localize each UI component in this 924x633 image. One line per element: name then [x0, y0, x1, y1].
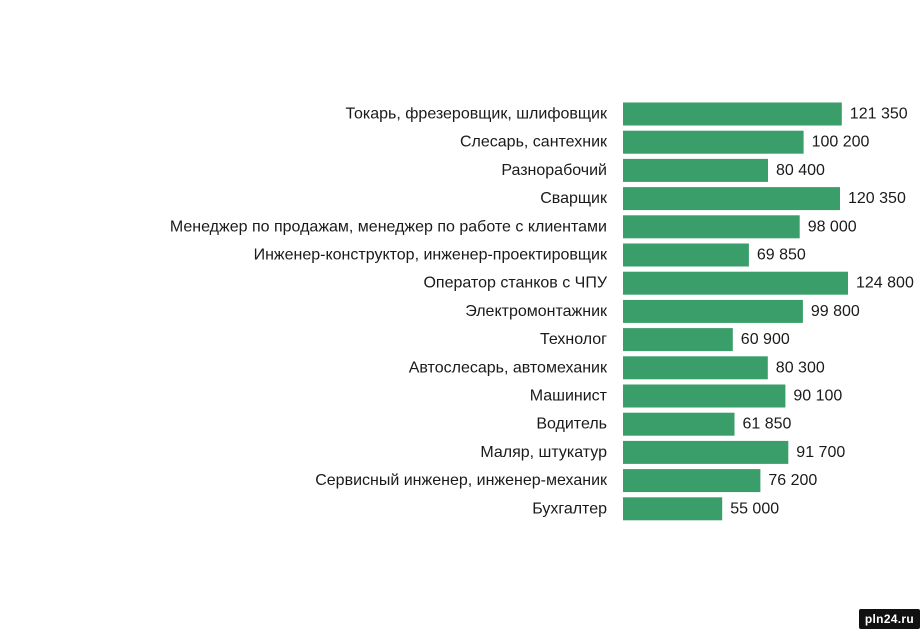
category-label: Технолог [540, 331, 607, 348]
bar [623, 440, 789, 464]
value-label: 100 200 [812, 134, 870, 151]
watermark-logo: pln24.ru [858, 609, 920, 629]
bar [623, 384, 786, 408]
category-label: Сварщик [540, 190, 608, 207]
bar [623, 158, 768, 182]
value-label: 69 850 [757, 247, 806, 264]
bar [623, 299, 803, 323]
category-label: Оператор станков с ЧПУ [423, 275, 607, 292]
bar [623, 102, 842, 126]
value-label: 80 400 [776, 162, 825, 179]
category-label: Бухгалтер [532, 500, 607, 517]
bar [623, 215, 800, 239]
bar [623, 497, 723, 521]
value-label: 124 800 [856, 275, 914, 292]
bar [623, 356, 768, 380]
value-label: 99 800 [811, 303, 860, 320]
bar [623, 469, 761, 493]
category-label: Токарь, фрезеровщик, шлифовщик [345, 106, 608, 123]
category-label: Слесарь, сантехник [460, 134, 608, 151]
bar [623, 187, 840, 211]
value-label: 60 900 [741, 331, 790, 348]
value-label: 61 850 [743, 416, 792, 433]
category-label: Инженер-конструктор, инженер-проектировщ… [254, 247, 608, 264]
value-label: 55 000 [730, 500, 779, 517]
value-label: 91 700 [796, 444, 845, 461]
category-label: Электромонтажник [465, 303, 608, 320]
category-label: Сервисный инженер, инженер-механик [315, 472, 608, 489]
value-label: 76 200 [768, 472, 817, 489]
bar [623, 130, 804, 154]
category-label: Разнорабочий [501, 162, 607, 179]
category-label: Водитель [536, 416, 607, 433]
bar [623, 243, 749, 267]
value-label: 90 100 [793, 388, 842, 405]
category-label: Маляр, штукатур [480, 444, 607, 461]
category-label: Автослесарь, автомеханик [409, 359, 608, 376]
category-label: Менеджер по продажам, менеджер по работе… [170, 218, 607, 235]
bar [623, 328, 733, 352]
category-label: Машинист [530, 388, 608, 405]
value-label: 98 000 [808, 218, 857, 235]
bar [623, 271, 848, 295]
value-label: 120 350 [848, 190, 906, 207]
bar [623, 412, 735, 436]
value-label: 121 350 [850, 106, 908, 123]
value-label: 80 300 [776, 359, 825, 376]
